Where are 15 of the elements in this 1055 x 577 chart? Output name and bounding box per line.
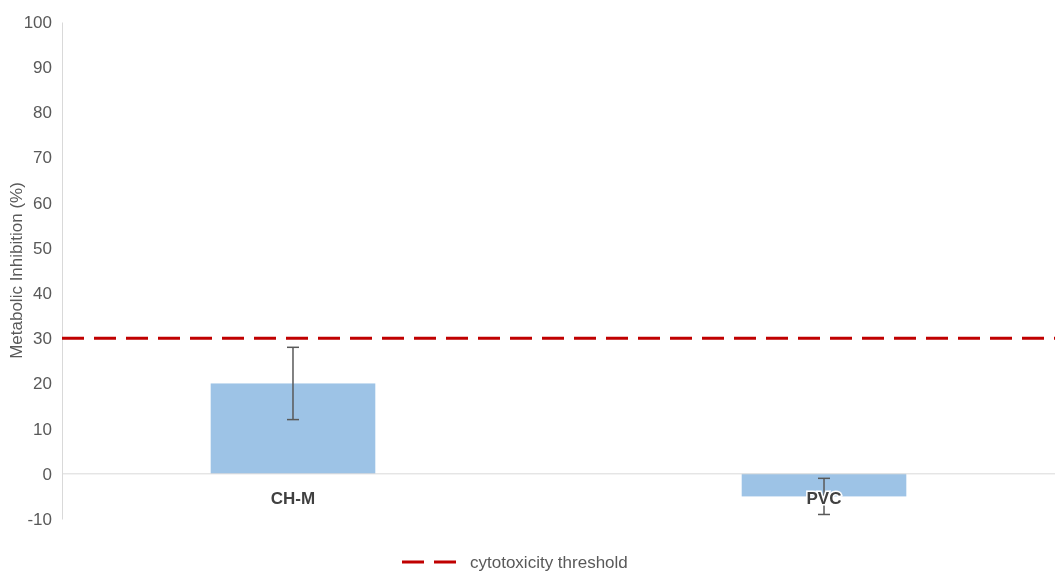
- y-tick-label: 40: [33, 284, 52, 304]
- y-tick-label: 0: [42, 464, 52, 484]
- y-tick-label: 100: [23, 12, 52, 32]
- y-tick-label: 50: [33, 238, 52, 258]
- y-tick-label: 10: [33, 419, 52, 439]
- y-tick-label: 20: [33, 374, 52, 394]
- y-tick-label: 60: [33, 193, 52, 213]
- y-tick-label: -10: [27, 509, 52, 529]
- y-tick-label: 90: [33, 58, 52, 78]
- x-tick-label: CH-M: [270, 488, 316, 508]
- y-tick-label: 70: [33, 148, 52, 168]
- legend-label: cytotoxicity threshold: [470, 553, 628, 572]
- y-tick-label: 30: [33, 329, 52, 349]
- y-axis-title: Metabolic Inhibition (%): [7, 182, 26, 359]
- y-tick-label: 80: [33, 103, 52, 123]
